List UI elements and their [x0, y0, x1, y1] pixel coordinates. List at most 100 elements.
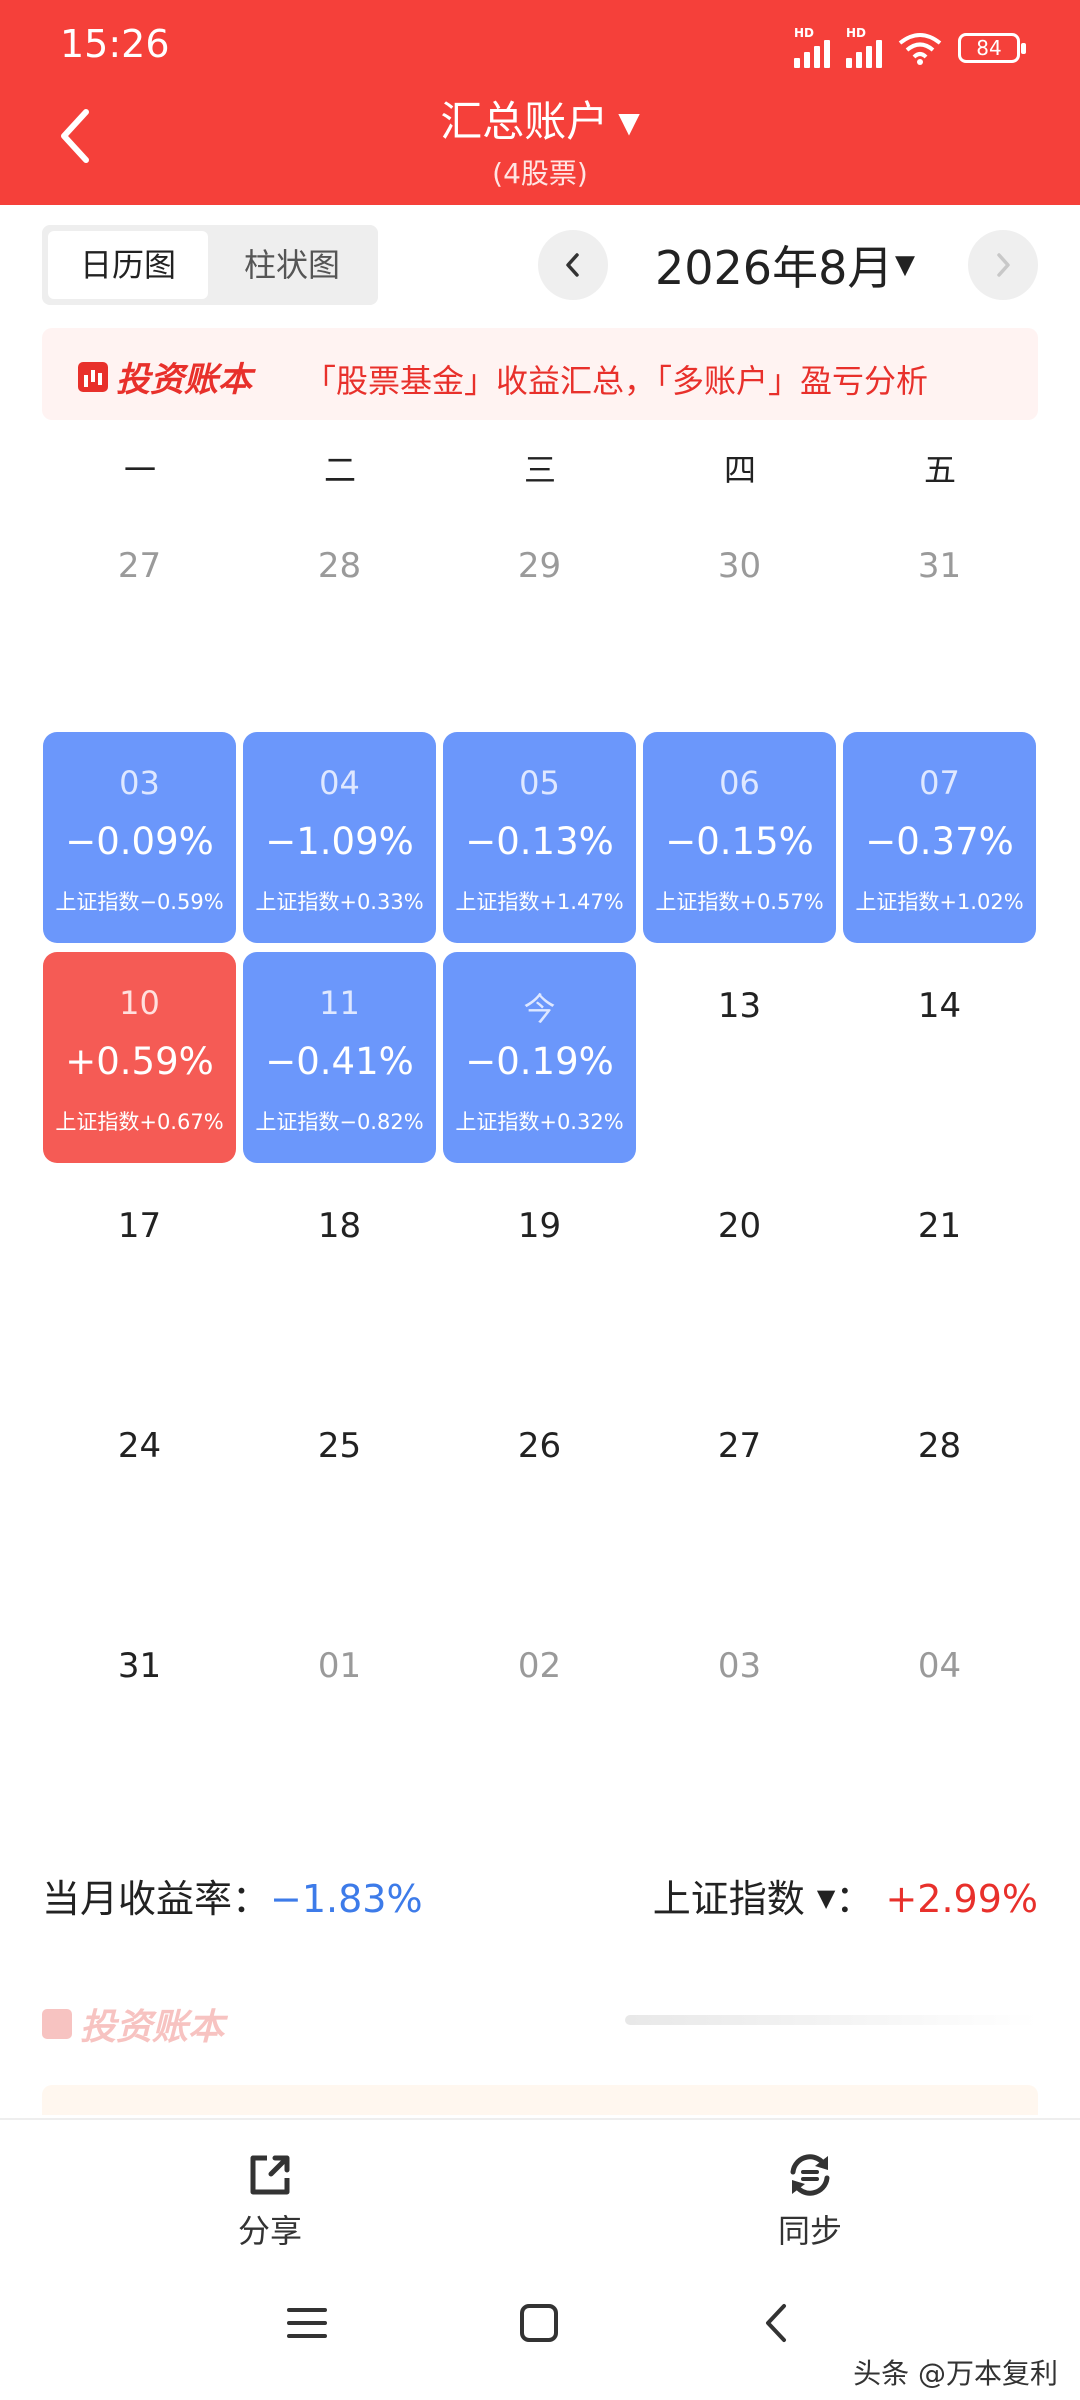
day-number: 今 [523, 990, 556, 1028]
calendar-day[interactable]: 27 [643, 1392, 836, 1603]
signal-icon: HD [846, 26, 882, 68]
signal-hd-label: HD [794, 26, 815, 40]
index-change: 上证指数+1.47% [455, 890, 624, 914]
weekday-label: 四 [723, 451, 756, 489]
calendar-day: 02 [443, 1612, 636, 1823]
day-number: 24 [117, 1426, 162, 1466]
day-number: 17 [117, 1206, 162, 1246]
calendar-day[interactable]: 17 [43, 1172, 236, 1383]
day-number: 27 [117, 546, 162, 586]
sync-button[interactable]: 同步 [710, 2150, 910, 2252]
menu-icon[interactable] [286, 2302, 328, 2344]
calendar-day[interactable]: 25 [243, 1392, 436, 1603]
calendar-day-loss[interactable]: 03 −0.09% 上证指数−0.59% [43, 732, 236, 943]
index-change: 上证指数+0.67% [55, 1110, 224, 1134]
calendar-day[interactable]: 20 [643, 1172, 836, 1383]
index-change: 上证指数+0.32% [455, 1110, 624, 1134]
day-number: 28 [917, 1426, 962, 1466]
tab-bar-chart[interactable]: 柱状图 [243, 246, 340, 284]
calendar-day[interactable]: 21 [843, 1172, 1036, 1383]
day-number: 10 [119, 984, 160, 1022]
day-number: 07 [919, 764, 960, 802]
calendar-day: 31 [843, 512, 1036, 723]
calendar-day[interactable]: 14 [843, 952, 1036, 1163]
next-month-button[interactable] [968, 230, 1038, 300]
loading-placeholder [625, 2015, 1038, 2025]
calendar-day: 04 [843, 1612, 1036, 1823]
day-number: 20 [717, 1206, 762, 1246]
promo-banner[interactable]: 投资账本 「股票基金」收益汇总，「多账户」盈亏分析 [42, 328, 1038, 420]
calendar-day[interactable]: 31 [43, 1612, 236, 1823]
calendar-day[interactable]: 24 [43, 1392, 236, 1603]
index-return-value: +2.99% [885, 1877, 1038, 1921]
prev-month-button[interactable] [538, 230, 608, 300]
day-number: 06 [719, 764, 760, 802]
day-number: 05 [519, 764, 560, 802]
calendar-day-loss[interactable]: 07 −0.37% 上证指数+1.02% [843, 732, 1036, 943]
day-number: 31 [917, 546, 962, 586]
day-number: 03 [119, 764, 160, 802]
chevron-right-icon [997, 253, 1010, 277]
day-number: 13 [717, 986, 762, 1026]
index-change: 上证指数+0.57% [655, 890, 824, 914]
calendar-day-loss[interactable]: 11 −0.41% 上证指数−0.82% [243, 952, 436, 1163]
calendar-day[interactable]: 26 [443, 1392, 636, 1603]
calendar-day-loss[interactable]: 06 −0.15% 上证指数+0.57% [643, 732, 836, 943]
calendar-day: 01 [243, 1612, 436, 1823]
day-number: 29 [517, 546, 562, 586]
index-change: 上证指数−0.82% [255, 1110, 424, 1134]
header-bar: 15:26 HD HD 84 汇总账户 ▼ (4股票) [0, 0, 1080, 205]
calendar-day: 28 [243, 512, 436, 723]
monthly-return-value: −1.83% [270, 1877, 423, 1921]
day-number: 31 [117, 1646, 162, 1686]
calendar-day-loss[interactable]: 04 −1.09% 上证指数+0.33% [243, 732, 436, 943]
calendar-day-loss[interactable]: 05 −0.13% 上证指数+1.47% [443, 732, 636, 943]
month-dropdown-icon[interactable]: ▼ [895, 250, 915, 280]
month-label[interactable]: 2026年8月 [655, 241, 894, 295]
tab-calendar[interactable]: 日历图 [48, 231, 208, 299]
day-number: 02 [517, 1646, 562, 1686]
wifi-icon [898, 33, 942, 65]
footer-logo-text: 投资账本 [80, 2007, 225, 2048]
back-icon[interactable] [756, 2302, 798, 2344]
brand-logo: 投资账本 [78, 352, 252, 401]
day-number: 01 [317, 1646, 362, 1686]
calendar-day[interactable]: 28 [843, 1392, 1036, 1603]
calendar-day-gain[interactable]: 10 +0.59% 上证指数+0.67% [43, 952, 236, 1163]
weekday-label: 一 [123, 451, 156, 489]
back-arrow-icon[interactable] [50, 100, 100, 170]
day-return: −0.15% [665, 820, 814, 863]
banner-text: 「股票基金」收益汇总，「多账户」盈亏分析 [304, 362, 929, 400]
day-number: 21 [917, 1206, 962, 1246]
calendar-day[interactable]: 18 [243, 1172, 436, 1383]
day-number: 19 [517, 1206, 562, 1246]
share-button[interactable]: 分享 [170, 2150, 370, 2252]
day-number: 11 [319, 984, 360, 1022]
day-return: −1.09% [265, 820, 414, 863]
share-icon [250, 2155, 290, 2195]
account-selector[interactable]: 汇总账户 ▼ [0, 88, 1080, 149]
day-number: 30 [717, 546, 762, 586]
monthly-return-label: 当月收益率： [42, 1877, 271, 1921]
calendar-day: 27 [43, 512, 236, 723]
calendar-day[interactable]: 13 [643, 952, 836, 1163]
home-icon[interactable] [518, 2302, 560, 2344]
content-card [42, 2085, 1038, 2115]
calendar-day: 03 [643, 1612, 836, 1823]
day-number: 26 [517, 1426, 562, 1466]
system-navigation-bar [0, 2280, 1080, 2400]
day-return: −0.41% [265, 1040, 414, 1083]
status-time: 15:26 [60, 22, 170, 66]
calendar-day[interactable]: 19 [443, 1172, 636, 1383]
index-change: 上证指数−0.59% [55, 890, 224, 914]
calendar-day-today[interactable]: 今 −0.19% 上证指数+0.32% [443, 952, 636, 1163]
weekday-label: 五 [923, 451, 956, 489]
signal-hd-label: HD [846, 26, 867, 40]
chevron-left-icon [566, 253, 579, 277]
bottom-action-bar: 分享 同步 [0, 2118, 1080, 2282]
index-return[interactable]: 上证指数 ▼： +2.99% [653, 1868, 1038, 1923]
day-number: 27 [717, 1426, 762, 1466]
sync-label: 同步 [777, 2212, 842, 2250]
status-icons: HD HD 84 [794, 26, 1026, 68]
index-selector-label: 上证指数 [652, 1877, 805, 1921]
